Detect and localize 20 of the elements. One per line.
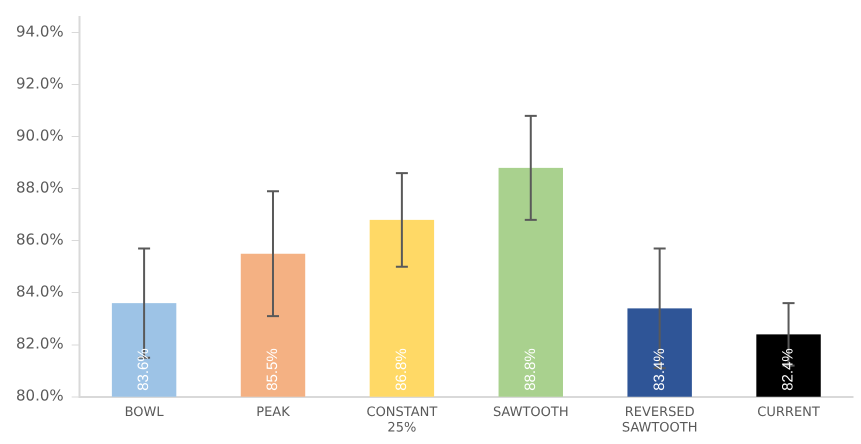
x-tick-label: PEAK [256,404,290,420]
x-tick-label: REVERSED SAWTOOTH [622,404,698,436]
x-tick-label: CURRENT [757,404,820,420]
y-tick-label: 92.0% [16,74,64,93]
data-label: 85.5% [264,348,282,391]
y-tick-label: 90.0% [16,126,64,145]
x-tick-label: BOWL [124,404,164,420]
data-label: 83.4% [650,348,668,391]
y-tick-label: 82.0% [16,334,64,353]
x-tick-label: SAWTOOTH [492,404,569,420]
y-tick-label: 84.0% [16,282,64,301]
data-label: 82.4% [780,348,797,391]
y-tick-label: 86.0% [16,230,64,249]
y-tick-label: 94.0% [16,22,64,40]
y-tick-label: 80.0% [16,386,64,405]
data-label: 83.6% [135,348,152,391]
x-tick-label: CONSTANT 25% [366,404,438,436]
y-tick-label: 88.0% [16,178,64,197]
data-label: 86.8% [393,348,410,391]
data-label: 88.8% [522,348,539,391]
